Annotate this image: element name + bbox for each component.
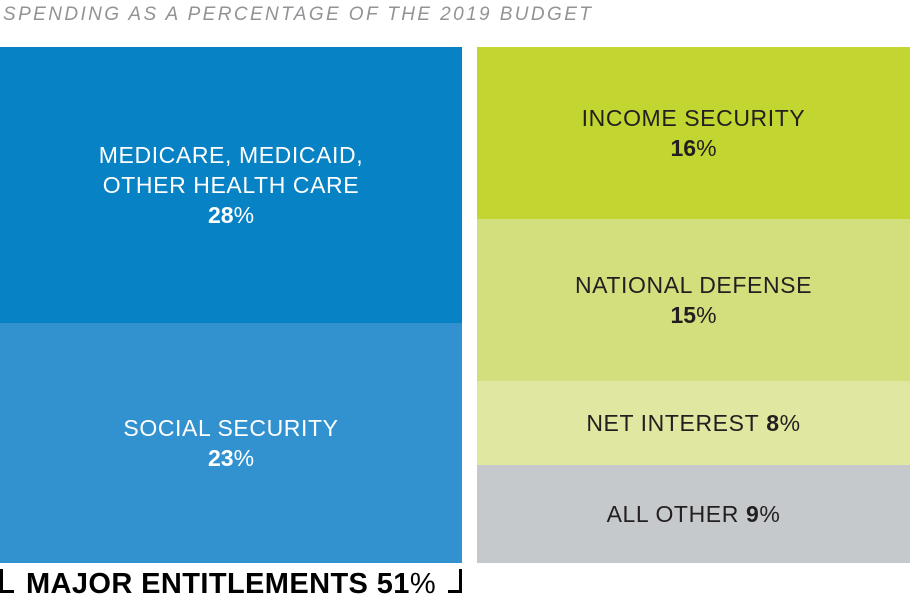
bracket-left-arm bbox=[0, 569, 14, 593]
major-entitlements-total: MAJOR ENTITLEMENTS 51% bbox=[25, 568, 437, 600]
segment-income-security: INCOME SECURITY 16% bbox=[477, 47, 910, 219]
segment-net-interest: NET INTEREST 8% bbox=[477, 381, 910, 465]
segment-label: MEDICARE, MEDICAID, bbox=[98, 142, 364, 168]
bracket-right-arm bbox=[448, 569, 463, 593]
segment-value: 28% bbox=[207, 202, 255, 228]
segment-label: ALL OTHER 9% bbox=[606, 501, 781, 527]
major-entitlements-bracket: MAJOR ENTITLEMENTS 51% bbox=[0, 567, 463, 601]
segment-value: 16% bbox=[670, 135, 717, 161]
segment-label: SOCIAL SECURITY bbox=[123, 415, 339, 441]
treemap: MEDICARE, MEDICAID, OTHER HEALTH CARE 28… bbox=[0, 47, 910, 563]
segment-national-defense: NATIONAL DEFENSE 15% bbox=[477, 219, 910, 381]
segment-medicare-medicaid: MEDICARE, MEDICAID, OTHER HEALTH CARE 28… bbox=[0, 47, 462, 323]
chart-title: SPENDING AS A PERCENTAGE OF THE 2019 BUD… bbox=[3, 4, 594, 25]
segment-social-security: SOCIAL SECURITY 23% bbox=[0, 323, 462, 563]
segment-label: NATIONAL DEFENSE bbox=[574, 272, 813, 298]
segment-label: INCOME SECURITY bbox=[581, 105, 806, 131]
segment-label: NET INTEREST 8% bbox=[586, 410, 801, 436]
other-spending-column: INCOME SECURITY 16% NATIONAL DEFENSE 15%… bbox=[477, 47, 910, 563]
segment-value: 15% bbox=[670, 302, 717, 328]
major-entitlements-column: MEDICARE, MEDICAID, OTHER HEALTH CARE 28… bbox=[0, 47, 462, 563]
segment-all-other: ALL OTHER 9% bbox=[477, 465, 910, 563]
segment-value: 23% bbox=[207, 445, 255, 471]
segment-label: OTHER HEALTH CARE bbox=[102, 172, 360, 198]
